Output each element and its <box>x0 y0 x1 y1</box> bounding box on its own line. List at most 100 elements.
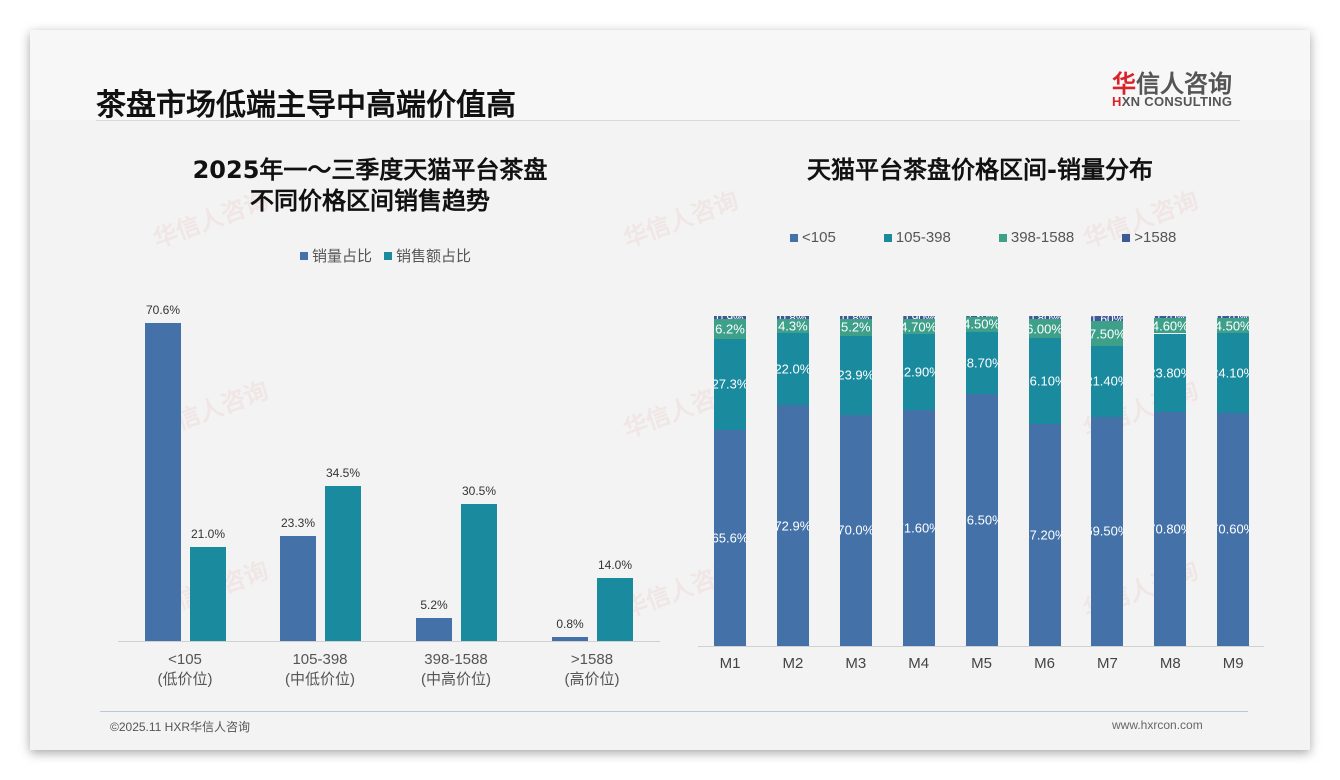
x-axis-month-label: M7 <box>1096 655 1118 672</box>
x-axis-month-label: M6 <box>1034 655 1055 672</box>
watermark: 华信人咨询 <box>619 186 743 254</box>
segment-value-label: 4.70% <box>902 319 935 335</box>
logo-en-mark: H <box>1112 94 1122 109</box>
left-chart-title: 2025年一～三季度天猫平台茶盘 不同价格区间销售趋势 <box>120 155 620 217</box>
right-chart-title: 天猫平台茶盘价格区间-销量分布 <box>807 156 1153 184</box>
left-chart-title-line2: 不同价格区间销售趋势 <box>250 187 490 215</box>
segment-value-label: 22.0% <box>776 361 809 377</box>
stack-segment->1588: 1.60% <box>1091 316 1124 322</box>
legend-label: 398-1588 <box>1010 229 1075 246</box>
stack-segment-398-1588: 6.00% <box>1028 318 1061 339</box>
x-axis-category-label: 105-398 (中低价位) <box>285 651 355 688</box>
x-axis-month-label: M8 <box>1159 655 1181 672</box>
stack-segment-<105: 65.6% <box>714 429 746 646</box>
stack-segment-105-398: 21.40% <box>1091 346 1124 417</box>
bar-value-label: 30.5% <box>461 483 497 498</box>
header-band <box>30 30 1310 120</box>
stack-segment-105-398: 22.90% <box>902 334 935 410</box>
bar-value-label: 70.6% <box>145 303 181 318</box>
legend-item-398-1588: 398-1588 <box>998 229 1075 246</box>
stack-segment-398-1588: 5.2% <box>839 318 872 336</box>
segment-value-label: 5.2% <box>840 319 871 335</box>
segment-value-label: 1.60% <box>1091 316 1123 321</box>
legend-swatch <box>384 251 393 260</box>
segment-value-label: 70.0% <box>839 522 872 538</box>
legend-label: <105 <box>802 229 836 246</box>
stack-segment-105-398: 24.10% <box>1217 333 1250 413</box>
legend-label: 销售额占比 <box>396 248 472 265</box>
logo-mark: 华 <box>1112 70 1136 98</box>
logo-en: HXN CONSULTING <box>1112 94 1232 109</box>
logo: 华信人咨询 <box>1112 64 1232 99</box>
stack-segment-<105: 70.0% <box>839 414 872 646</box>
bar-sales <box>597 578 633 641</box>
segment-value-label: 69.50% <box>1091 523 1123 539</box>
bar-value-label: 34.5% <box>325 465 361 480</box>
stack-segment-398-1588: 6.2% <box>714 318 746 340</box>
bar-volume <box>145 323 181 641</box>
stack-segment-105-398: 27.3% <box>714 339 746 430</box>
bar-sales <box>190 546 226 641</box>
stack-segment->1588: 0.9% <box>714 316 746 319</box>
left-chart-x-axis <box>118 641 660 642</box>
segment-value-label: 6.2% <box>715 321 745 337</box>
stack-segment-398-1588: 4.70% <box>902 318 935 335</box>
segment-value-label: 0.8% <box>779 316 806 319</box>
segment-value-label: 76.50% <box>966 512 998 528</box>
x-axis-month-label: M1 <box>719 655 741 672</box>
x-axis-month-label: M3 <box>845 655 867 672</box>
bar-value-label: 21.0% <box>190 526 226 541</box>
stack-segment-<105: 70.80% <box>1154 412 1187 646</box>
segment-value-label: 7.50% <box>1091 326 1124 342</box>
x-axis-month-label: M5 <box>971 655 993 672</box>
stack-segment-105-398: 23.80% <box>1154 333 1187 413</box>
legend-label: 105-398 <box>895 229 951 246</box>
stack-segment-<105: 71.60% <box>902 409 935 646</box>
segment-value-label: 23.80% <box>1154 365 1186 381</box>
segment-value-label: 0.90% <box>903 316 935 319</box>
segment-value-label: 0.80% <box>1029 316 1061 319</box>
segment-value-label: 0.70% <box>1154 316 1186 318</box>
stack-segment->1588: 0.70% <box>1217 316 1250 319</box>
stack-segment-105-398: 22.0% <box>776 332 809 406</box>
stack-segment->1588: 0.70% <box>1154 316 1187 319</box>
segment-value-label: 18.70% <box>966 355 998 371</box>
stack-segment->1588: 0.8% <box>776 316 809 319</box>
stack-segment->1588: 0.8% <box>839 316 872 319</box>
stack-segment-<105: 76.50% <box>965 393 998 646</box>
stack-segment-<105: 67.20% <box>1028 424 1061 646</box>
legend-swatch <box>1122 233 1131 242</box>
segment-value-label: 70.60% <box>1217 521 1249 537</box>
segment-value-label: 70.80% <box>1154 521 1186 537</box>
segment-value-label: 26.10% <box>1029 373 1061 389</box>
segment-value-label: 22.90% <box>903 364 935 380</box>
legend-item-volume: 销量占比 <box>300 245 372 266</box>
segment-value-label: 0.9% <box>716 316 743 319</box>
segment-value-label: 23.9% <box>839 367 872 383</box>
stack-segment->1588: 0.30% <box>965 316 998 317</box>
legend-label: 销量占比 <box>312 248 373 265</box>
bar-value-label: 23.3% <box>280 516 316 531</box>
bar-value-label: 5.2% <box>420 597 448 612</box>
footer-copyright: ©2025.11 HXR华信人咨询 <box>110 720 250 734</box>
bar-sales <box>461 503 497 641</box>
segment-value-label: 0.70% <box>1217 316 1249 318</box>
bar-value-label: 0.8% <box>556 617 584 632</box>
segment-value-label: 72.9% <box>776 518 809 534</box>
segment-value-label: 65.6% <box>714 530 746 546</box>
title-divider <box>96 120 1240 121</box>
left-chart-legend: 销量占比 销售额占比 <box>300 245 483 266</box>
legend-swatch <box>883 233 892 242</box>
legend-item-sales: 销售额占比 <box>384 245 471 266</box>
bar-value-label: 14.0% <box>597 558 633 572</box>
right-chart-legend: <105 105-398 398-1588 >1588 <box>790 229 1188 246</box>
segment-value-label: 21.40% <box>1091 373 1123 389</box>
bar-volume <box>280 536 316 641</box>
legend-swatch <box>790 233 798 242</box>
footer-website: www.hxrcon.com <box>1112 718 1203 732</box>
stack-segment-<105: 72.9% <box>776 405 809 646</box>
legend-item-gt1588: >1588 <box>1122 229 1176 246</box>
segment-value-label: 4.50% <box>1217 318 1250 334</box>
x-axis-category-label: >1588 (高价位) <box>564 651 620 688</box>
left-chart-title-line1: 2025年一～三季度天猫平台茶盘 <box>192 156 548 184</box>
